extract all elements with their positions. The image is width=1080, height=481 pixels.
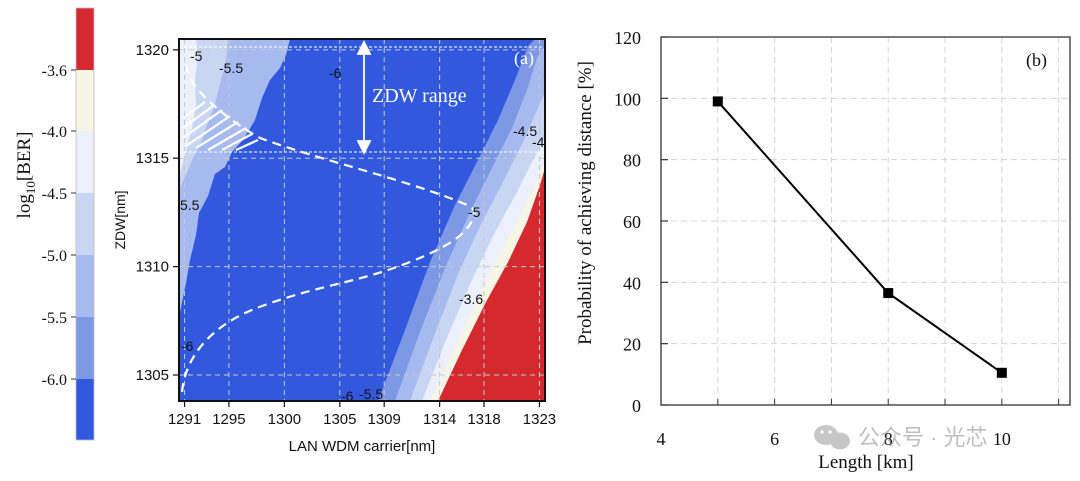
colorbar-band — [76, 131, 94, 193]
x-tick-label: 1295 — [212, 411, 245, 428]
y-tick-label: 1305 — [136, 367, 169, 384]
x-tick-label: 1300 — [268, 411, 301, 428]
region-left-mid — [179, 39, 290, 320]
y-tick-label: 60 — [623, 212, 641, 232]
contour-label: -5 — [468, 204, 481, 220]
boundary-curve — [180, 64, 476, 393]
colorbar-bands — [75, 7, 95, 441]
y-tick-label: 20 — [623, 335, 641, 355]
colorbar-band — [76, 317, 94, 379]
contour-labels: -5 -5.5 -6 -4.5 -4 5.5 -5 -3.6 -6 -6 -5.… — [180, 48, 545, 404]
contour-label: -5.5 — [219, 60, 243, 76]
x-tick-label: 1305 — [323, 411, 356, 428]
colorbar-border — [75, 7, 95, 441]
colorbar-tick-label: -4.0 — [42, 124, 67, 141]
region-left-pale — [179, 39, 198, 175]
colorbar-label: log10[BER] — [14, 132, 38, 219]
heatmap-x-axis-label: LAN WDM carrier[nm] — [289, 438, 436, 455]
contour-label: -5 — [190, 48, 203, 64]
x-tick-label: 4 — [657, 429, 666, 449]
data-point — [712, 96, 723, 107]
heatmap-y-axis-label: ZDW[nm] — [112, 190, 128, 249]
y-tick-label: 100 — [614, 89, 641, 109]
panel-b-label: (b) — [1026, 50, 1047, 71]
zdw-range-arrow — [356, 39, 372, 156]
heatmap-frame — [178, 38, 546, 402]
line-chart-series — [712, 96, 1007, 378]
colorbar-band — [76, 8, 94, 70]
series-line — [717, 100, 1003, 374]
colorbar-tick-label: -6.0 — [42, 372, 67, 389]
x-tick-label: 1323 — [523, 411, 556, 428]
y-tick-label: 80 — [623, 151, 641, 171]
line-chart-panel: 0 20 40 60 80 100 120 4 6 8 10 (b) Length [km] Pro… — [575, 28, 1071, 473]
colorbar-tick-label: -3.6 — [42, 63, 67, 80]
y-tick-label: 1320 — [136, 42, 169, 59]
colorbar-band — [76, 379, 94, 440]
hatch-region — [182, 101, 259, 152]
colorbar-tick-label: -4.5 — [42, 186, 67, 203]
contour-label: -4 — [532, 134, 545, 150]
y-tick-label: 0 — [632, 396, 641, 416]
heatmap-panel: ZDW range (a) -5 -5.5 -6 -4.5 -4 5.5 -5 … — [112, 38, 557, 455]
y-tick-label: 1310 — [136, 259, 169, 276]
line-chart-grid — [661, 37, 1070, 405]
heatmap-grid — [179, 39, 545, 401]
x-tick-label: 8 — [884, 429, 893, 449]
heatmap-axis-ticks: 1291 1295 1300 1305 1309 1314 1318 1323 1305 1310… — [136, 42, 557, 428]
y-tick-label: 40 — [623, 273, 641, 293]
contour-label: -6 — [181, 338, 194, 354]
colorbar-tick-label: -5.5 — [42, 310, 67, 327]
contour-label: 5.5 — [180, 197, 200, 213]
line-chart-x-axis-label: Length [km] — [818, 452, 914, 473]
line-chart-y-axis-label: Probability of achieving distance [%] — [575, 61, 596, 345]
contour-label: -5.5 — [359, 386, 383, 402]
x-tick-label: 1314 — [423, 411, 456, 428]
contour-label: -3.6 — [459, 291, 483, 307]
x-tick-label: 1309 — [367, 411, 400, 428]
colorbar-band — [76, 255, 94, 317]
colorbar-tick-label: -5.0 — [42, 248, 67, 265]
panel-a-label: (a) — [514, 48, 534, 69]
line-chart-axis-ticks: 0 20 40 60 80 100 120 4 6 8 10 — [614, 28, 1060, 449]
x-tick-label: 6 — [770, 429, 779, 449]
x-tick-label: 10 — [993, 429, 1011, 449]
contour-label: -4.5 — [513, 123, 537, 139]
colorbar-band — [76, 193, 94, 255]
y-tick-label: 120 — [614, 28, 641, 48]
colorbar-ticks: -3.6 -4.0 -4.5 -5.0 -5.5 -6.0 — [42, 63, 76, 389]
data-point — [883, 288, 894, 299]
x-tick-label: 1318 — [467, 411, 500, 428]
watermark: 公众号 · 光芯 — [814, 425, 988, 450]
region-red — [438, 168, 545, 401]
zdw-range-label: ZDW range — [372, 85, 467, 107]
x-tick-label: 1291 — [168, 411, 201, 428]
colorbar: -3.6 -4.0 -4.5 -5.0 -5.5 -6.0 log10[BER] — [14, 7, 95, 441]
colorbar-band — [76, 70, 94, 131]
data-point — [996, 367, 1007, 378]
wechat-logo-icon — [814, 425, 850, 450]
y-tick-label: 1315 — [136, 150, 169, 167]
watermark-text: 公众号 · 光芯 — [858, 425, 988, 450]
contour-label: -6 — [329, 65, 342, 81]
heatmap-regions — [179, 39, 545, 401]
